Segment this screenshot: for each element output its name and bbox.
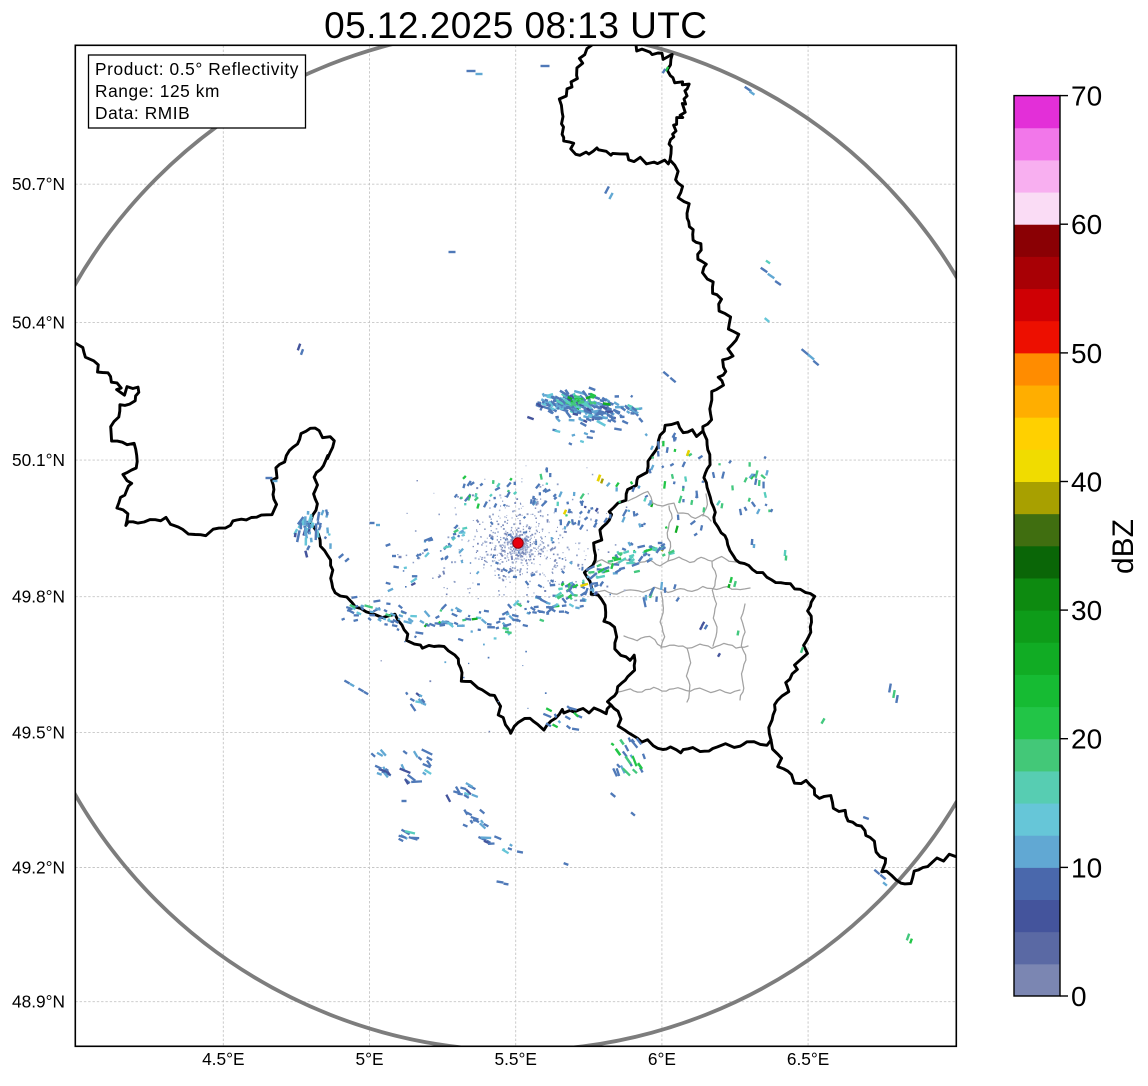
svg-text:30: 30	[1071, 595, 1102, 626]
svg-text:50.7°N: 50.7°N	[12, 174, 65, 194]
svg-text:49.2°N: 49.2°N	[12, 858, 65, 878]
svg-text:20: 20	[1071, 724, 1102, 755]
svg-text:70: 70	[1071, 81, 1102, 112]
svg-text:50.1°N: 50.1°N	[12, 450, 65, 470]
svg-text:49.5°N: 49.5°N	[12, 723, 65, 743]
svg-text:48.9°N: 48.9°N	[12, 992, 65, 1012]
svg-text:Data: RMIB: Data: RMIB	[95, 103, 190, 123]
svg-text:0: 0	[1071, 981, 1087, 1012]
svg-text:05.12.2025 08:13 UTC: 05.12.2025 08:13 UTC	[324, 5, 707, 46]
svg-text:60: 60	[1071, 209, 1102, 240]
svg-text:10: 10	[1071, 852, 1102, 883]
svg-text:6°E: 6°E	[648, 1049, 676, 1069]
svg-text:Range: 125 km: Range: 125 km	[95, 81, 220, 101]
svg-text:4.5°E: 4.5°E	[202, 1049, 244, 1069]
svg-text:dBZ: dBZ	[1107, 519, 1140, 574]
svg-text:49.8°N: 49.8°N	[12, 587, 65, 607]
svg-text:50: 50	[1071, 338, 1102, 369]
svg-text:5.5°E: 5.5°E	[494, 1049, 536, 1069]
svg-text:6.5°E: 6.5°E	[787, 1049, 829, 1069]
svg-text:40: 40	[1071, 467, 1102, 498]
svg-text:50.4°N: 50.4°N	[12, 313, 65, 333]
svg-text:5°E: 5°E	[355, 1049, 383, 1069]
svg-text:Product: 0.5° Reflectivity: Product: 0.5° Reflectivity	[95, 59, 299, 79]
